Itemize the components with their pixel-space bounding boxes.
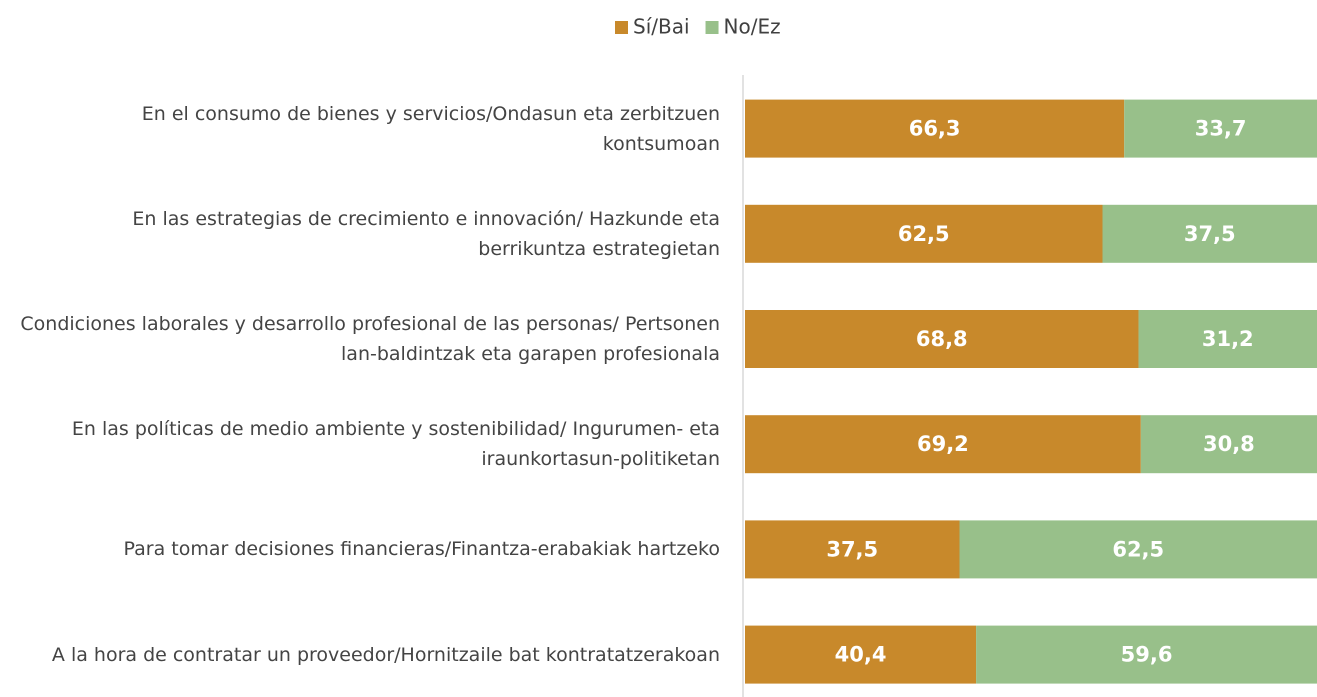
category-label: A la hora de contratar un proveedor/Horn… (51, 643, 720, 666)
category-label: En el consumo de bienes y servicios/Onda… (141, 102, 720, 155)
category-label: En las políticas de medio ambiente y sos… (71, 418, 720, 471)
bar-segment (745, 204, 1103, 263)
legend-swatch (615, 21, 628, 34)
value-label: 59,6 (1121, 643, 1173, 667)
bar-segment (745, 625, 977, 684)
bar-segment (959, 520, 1317, 579)
value-label: 37,5 (1184, 222, 1236, 246)
category-label: Condiciones laborales y desarrollo profe… (20, 313, 720, 365)
bar-segment (745, 310, 1139, 368)
value-label: 66,3 (909, 117, 961, 141)
legend-swatch (705, 21, 719, 34)
bar-segment (1124, 99, 1317, 158)
value-label: 62,5 (1112, 537, 1164, 561)
bar-segment (1140, 415, 1317, 474)
value-label: 30,8 (1203, 432, 1255, 456)
value-label: 69,2 (917, 432, 969, 456)
category-label: En las estrategias de crecimiento e inno… (132, 207, 720, 260)
value-label: 37,5 (826, 537, 878, 561)
bar-segment (1138, 310, 1317, 368)
value-label: 31,2 (1202, 327, 1254, 351)
value-label: 40,4 (835, 643, 887, 667)
value-label: 68,8 (916, 327, 968, 351)
bar-segment (1102, 204, 1317, 263)
bar-segment (745, 99, 1125, 158)
legend-label: No/Ez (724, 15, 781, 39)
value-label: 62,5 (898, 222, 950, 246)
bar-segment (976, 625, 1317, 684)
bar-segment (745, 415, 1141, 474)
category-label: Para tomar decisiones financieras/Finant… (123, 538, 720, 561)
legend-label: Sí/Bai (633, 15, 690, 39)
bar-segment (745, 520, 960, 579)
value-label: 33,7 (1195, 117, 1247, 141)
